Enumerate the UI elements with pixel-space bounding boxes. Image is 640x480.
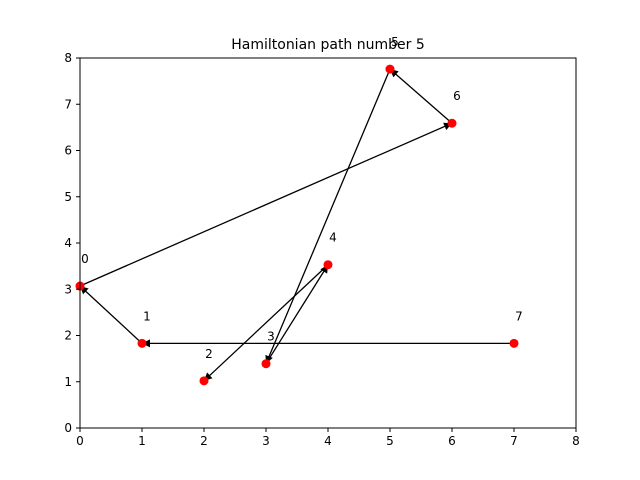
path-edge-1-0	[79, 285, 143, 344]
y-tick-label: 2	[64, 329, 72, 343]
x-tick-label: 7	[510, 434, 518, 448]
y-tick-label: 1	[64, 375, 72, 389]
node-point-5	[385, 64, 395, 74]
node-point-2	[199, 376, 209, 386]
plot-frame	[79, 57, 577, 429]
path-edge-5-3	[265, 68, 391, 364]
node-labels-layer: 0 1 2 3 4 5 6 7	[81, 35, 523, 361]
node-label-5: 5	[391, 35, 399, 49]
points-layer	[75, 64, 519, 386]
path-edge-0-6	[79, 122, 453, 287]
path-edge-4-2	[203, 264, 329, 382]
x-tick-label: 1	[138, 434, 146, 448]
node-point-6	[447, 118, 457, 128]
node-label-4: 4	[329, 231, 337, 245]
node-point-4	[323, 260, 333, 270]
x-tick-label: 0	[76, 434, 84, 448]
x-tick-label: 3	[262, 434, 270, 448]
path-edge-6-5	[389, 68, 453, 124]
x-tick-label: 4	[324, 434, 332, 448]
y-tick-label: 4	[64, 236, 72, 250]
x-tick-label: 8	[572, 434, 580, 448]
edges-layer	[79, 68, 514, 382]
node-label-1: 1	[143, 309, 151, 323]
node-label-2: 2	[205, 347, 213, 361]
x-tick-label: 6	[448, 434, 456, 448]
node-label-7: 7	[515, 309, 523, 323]
path-edge-3-4	[265, 264, 329, 365]
node-point-3	[261, 359, 271, 369]
y-tick-label: 3	[64, 282, 72, 296]
y-tick-label: 8	[64, 51, 72, 65]
y-tick-label: 5	[64, 190, 72, 204]
node-point-7	[509, 338, 519, 348]
y-tick-label: 7	[64, 97, 72, 111]
node-label-3: 3	[267, 330, 275, 344]
x-tick-label: 5	[386, 434, 394, 448]
y-tick-label: 0	[64, 421, 72, 435]
node-label-0: 0	[81, 252, 89, 266]
x-tick-label: 2	[200, 434, 208, 448]
axes-layer: 0 1 2 3 4 5 6 7 8 0 1 2 3 4 5 6 7 8	[64, 51, 579, 448]
y-tick-label: 6	[64, 144, 72, 158]
node-label-6: 6	[453, 89, 461, 103]
node-point-1	[137, 338, 147, 348]
chart-title: Hamiltonian path number 5	[231, 37, 425, 53]
